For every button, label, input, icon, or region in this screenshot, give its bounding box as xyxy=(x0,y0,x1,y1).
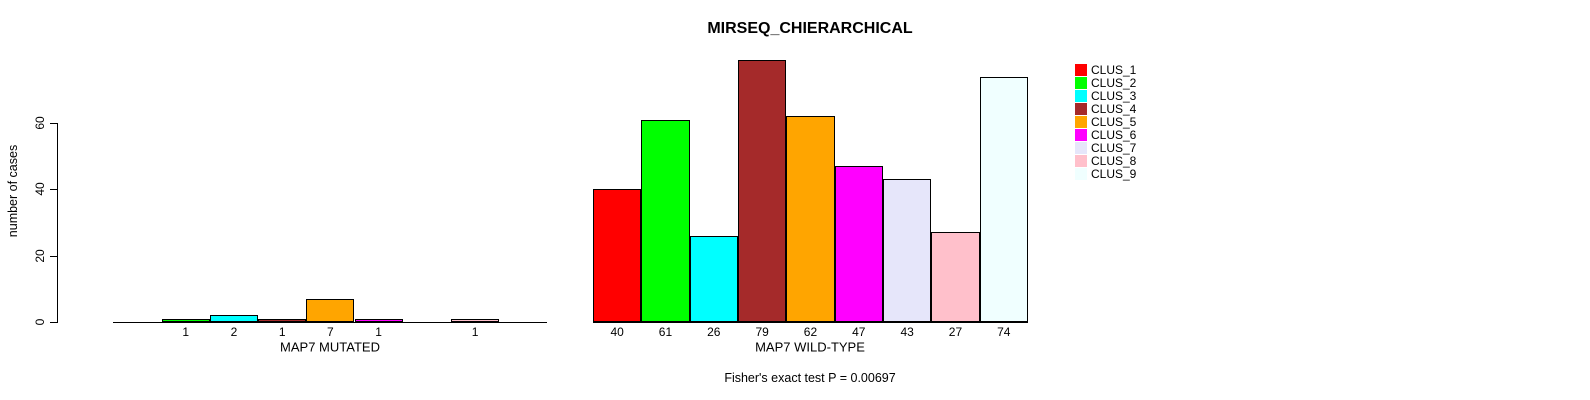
legend-swatch xyxy=(1075,64,1087,76)
y-axis-label: number of cases xyxy=(6,144,20,238)
bar-value-label: 7 xyxy=(327,325,334,339)
bar-value-label: 40 xyxy=(610,325,624,339)
bar-CLUS_8 xyxy=(931,232,980,322)
legend-item: CLUS_3 xyxy=(1075,89,1137,103)
panel-baseline xyxy=(593,322,1028,323)
legend-swatch xyxy=(1075,142,1087,154)
y-tick-label: 60 xyxy=(33,116,47,130)
bar-value-label: 1 xyxy=(278,325,286,339)
panel-baseline xyxy=(113,322,548,323)
y-tick xyxy=(50,189,57,191)
legend-label: CLUS_2 xyxy=(1091,76,1137,90)
y-tick xyxy=(50,255,57,257)
y-tick xyxy=(50,322,57,323)
bar-value-label: 43 xyxy=(900,325,914,339)
bar-value-label: 74 xyxy=(997,325,1011,339)
legend-swatch xyxy=(1075,77,1087,89)
bar-CLUS_4 xyxy=(737,59,787,322)
bar-CLUS_8 xyxy=(450,318,500,322)
bar-CLUS_6 xyxy=(834,166,883,322)
x-axis-label-wild-type: MAP7 WILD-TYPE xyxy=(755,339,865,355)
legend-item: CLUS_9 xyxy=(1075,167,1137,181)
legend-swatch xyxy=(1075,90,1087,102)
legend-item: CLUS_5 xyxy=(1075,115,1137,129)
bar-value-label: 26 xyxy=(707,325,721,339)
bar-CLUS_7 xyxy=(882,179,932,322)
legend-label: CLUS_6 xyxy=(1091,128,1137,142)
legend-label: CLUS_7 xyxy=(1091,141,1137,155)
legend-label: CLUS_8 xyxy=(1091,154,1137,168)
bar-CLUS_5 xyxy=(786,116,835,322)
bar-CLUS_3 xyxy=(209,315,259,322)
bar-CLUS_2 xyxy=(161,318,210,322)
legend-label: CLUS_4 xyxy=(1091,102,1137,116)
bar-value-label: 1 xyxy=(182,325,190,339)
legend-swatch xyxy=(1075,168,1087,180)
bar-value-label: 47 xyxy=(852,325,866,339)
y-tick-label: 0 xyxy=(33,318,47,326)
legend-swatch xyxy=(1075,116,1087,128)
legend-label: CLUS_5 xyxy=(1091,115,1137,129)
legend-label: CLUS_3 xyxy=(1091,89,1137,103)
bar-CLUS_5 xyxy=(306,298,355,322)
legend-item: CLUS_1 xyxy=(1075,63,1137,77)
bar-value-label: 61 xyxy=(658,325,673,339)
legend-item: CLUS_2 xyxy=(1075,76,1137,90)
legend-item: CLUS_4 xyxy=(1075,102,1137,116)
bar-CLUS_6 xyxy=(354,318,403,322)
bar-value-label: 2 xyxy=(230,325,238,339)
fisher-test-label: Fisher's exact test P = 0.00697 xyxy=(724,371,896,385)
bar-CLUS_2 xyxy=(641,119,690,322)
x-axis-label-mutated: MAP7 MUTATED xyxy=(280,339,380,355)
bar-CLUS_3 xyxy=(689,235,738,322)
legend-label: CLUS_1 xyxy=(1091,63,1137,77)
bar-CLUS_4 xyxy=(258,318,307,322)
bar-CLUS_1 xyxy=(593,189,642,322)
bar-value-label: 1 xyxy=(471,325,479,339)
legend-swatch xyxy=(1075,103,1087,115)
y-axis-line xyxy=(57,123,58,323)
chart-title: MIRSEQ_CHIERARCHICAL xyxy=(707,20,913,37)
legend-item: CLUS_6 xyxy=(1075,128,1137,142)
y-tick-label: 40 xyxy=(33,182,47,197)
legend-item: CLUS_8 xyxy=(1075,154,1137,168)
legend-label: CLUS_9 xyxy=(1091,167,1137,181)
bar-value-label: 27 xyxy=(948,325,963,339)
legend-swatch xyxy=(1075,155,1087,167)
bar-value-label: 62 xyxy=(803,325,818,339)
bar-value-label: 79 xyxy=(755,325,769,339)
legend-item: CLUS_7 xyxy=(1075,141,1137,155)
bar-CLUS_9 xyxy=(979,76,1028,322)
y-tick xyxy=(50,123,57,124)
bar-value-label: 1 xyxy=(375,325,382,339)
y-tick-label: 20 xyxy=(33,248,47,263)
legend-swatch xyxy=(1075,129,1087,141)
